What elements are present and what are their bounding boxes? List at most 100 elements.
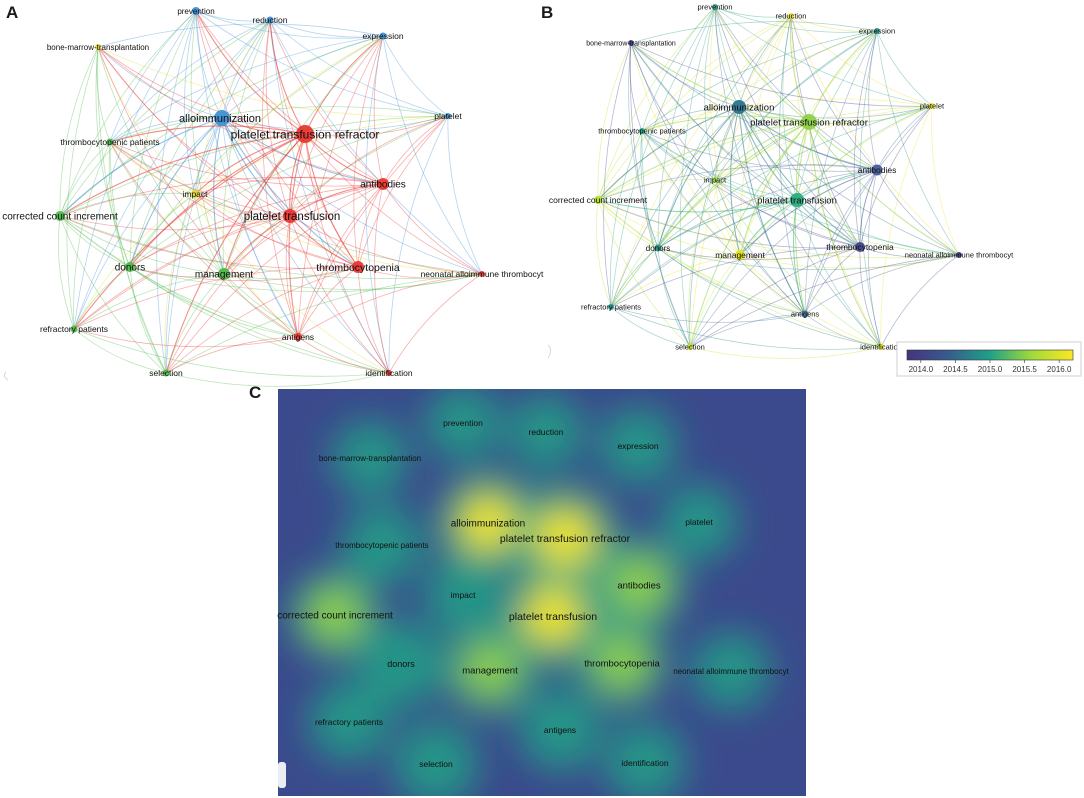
edge — [610, 199, 798, 308]
edge — [739, 121, 810, 256]
edge — [190, 10, 225, 275]
edge — [630, 42, 810, 123]
edge — [73, 266, 131, 330]
density-label-ptr: platelet transfusion refractor — [500, 533, 631, 545]
node-bmt — [95, 44, 101, 50]
edge — [640, 130, 659, 249]
label-allo: alloimmunization — [704, 102, 775, 113]
edge — [221, 115, 449, 131]
density-label-cci: corrected count increment — [277, 611, 393, 622]
edge — [739, 254, 882, 348]
edge — [109, 141, 196, 195]
edge — [223, 183, 384, 275]
edge — [353, 35, 384, 268]
edge — [714, 15, 792, 181]
edge — [808, 121, 882, 348]
edge — [59, 192, 196, 217]
density-label-donors: donors — [387, 659, 415, 669]
edge — [610, 106, 740, 308]
label-prevention: prevention — [177, 7, 214, 16]
node-management — [218, 268, 230, 280]
edge — [382, 183, 483, 275]
label-impact: impact — [182, 189, 208, 199]
edge — [597, 199, 861, 249]
edge — [657, 179, 716, 249]
edge — [59, 117, 223, 217]
node-antibodies — [377, 178, 389, 190]
label-platelet: platelet — [920, 102, 945, 111]
edge — [714, 6, 861, 248]
density-label-selection: selection — [419, 759, 453, 769]
edge — [109, 19, 271, 143]
density-label-antibodies: antibodies — [617, 580, 661, 591]
edge — [223, 273, 483, 290]
edge — [779, 15, 806, 315]
node-impact — [191, 190, 199, 198]
edge — [165, 215, 291, 374]
edge — [269, 19, 390, 374]
edge — [184, 10, 197, 195]
edge — [213, 117, 225, 275]
edge — [109, 141, 359, 268]
edge — [165, 133, 306, 374]
edge — [630, 42, 741, 256]
edge — [194, 176, 384, 195]
edge — [221, 117, 306, 135]
edge — [223, 215, 291, 275]
edge — [714, 179, 960, 256]
edge — [804, 254, 960, 315]
edge — [59, 19, 271, 217]
edge — [97, 46, 223, 119]
label-reduction: reduction — [253, 15, 288, 25]
edge — [657, 199, 798, 249]
edge — [657, 6, 716, 249]
edge — [73, 183, 384, 330]
edge — [641, 130, 878, 172]
edge — [738, 106, 861, 248]
edge — [794, 121, 810, 315]
edge — [689, 199, 798, 348]
edge — [641, 130, 806, 315]
edge — [597, 199, 691, 348]
edge — [641, 106, 740, 132]
label-platelet: platelet — [434, 111, 462, 121]
edge — [59, 215, 291, 231]
colorbar-tick: 2015.5 — [1012, 365, 1037, 374]
edge — [597, 121, 810, 201]
edge — [73, 328, 167, 374]
edge — [689, 254, 960, 348]
density-label-nait: neonatal alloimmune thrombocyt — [673, 667, 789, 676]
edge — [59, 10, 197, 217]
edge — [790, 15, 882, 348]
edge — [66, 46, 99, 330]
edge — [223, 266, 359, 280]
edge — [739, 30, 878, 256]
edge — [738, 15, 792, 108]
edge — [129, 133, 306, 268]
edge — [109, 141, 167, 374]
edge — [597, 199, 882, 348]
edge — [165, 336, 299, 374]
node-platelet — [445, 113, 451, 119]
edge — [610, 246, 861, 308]
node-refractory — [608, 304, 614, 310]
edge — [610, 306, 691, 348]
edge — [194, 35, 384, 195]
label-pt: platelet transfusion — [244, 211, 341, 223]
edge — [657, 247, 882, 348]
node-platelet — [929, 103, 935, 109]
node-allo — [214, 110, 230, 126]
edge — [689, 254, 741, 348]
edge — [129, 115, 449, 268]
edge — [194, 193, 483, 275]
colorbar-tick: 2014.0 — [909, 365, 934, 374]
edge — [289, 215, 359, 268]
edge — [808, 121, 960, 256]
edge — [59, 35, 384, 217]
edge — [796, 169, 878, 201]
edge — [97, 23, 384, 48]
label-antigens: antigens — [791, 310, 820, 319]
density-label-platelet: platelet — [685, 517, 713, 527]
edge — [97, 46, 359, 268]
